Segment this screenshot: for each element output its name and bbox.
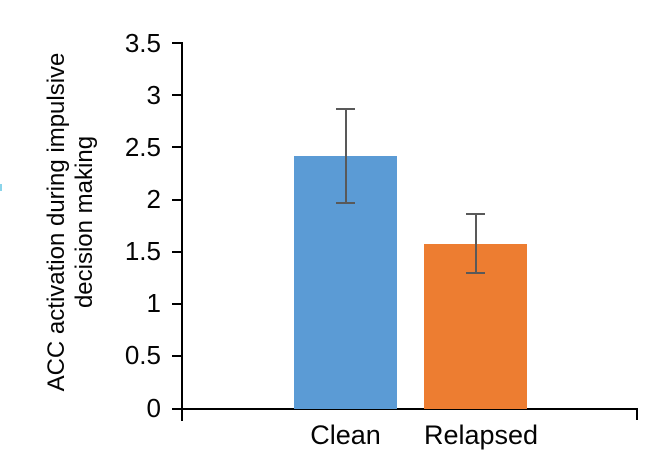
x-category-label-clean: Clean	[310, 420, 381, 450]
error-bar-stem	[344, 108, 347, 204]
x-axis-line	[172, 408, 638, 410]
y-tick-label-2: 2	[146, 184, 161, 214]
error-bar	[336, 108, 355, 204]
y-tick-label-2-5: 2.5	[124, 132, 161, 162]
y-tick-label-3: 3	[146, 80, 161, 110]
y-tick-mark	[172, 42, 182, 44]
y-tick-label-0-5: 0.5	[124, 340, 161, 370]
x-axis-end-tick	[636, 408, 638, 420]
y-tick-mark	[172, 251, 182, 253]
y-tick-mark	[172, 355, 182, 357]
y-tick-mark	[172, 146, 182, 148]
y-tick-label-3-5: 3.5	[124, 28, 161, 58]
y-tick-mark	[172, 303, 182, 305]
y-tick-mark	[172, 94, 182, 96]
error-bar-stem	[474, 213, 477, 274]
y-tick-label-1: 1	[146, 288, 161, 318]
error-bar-cap-bottom	[466, 272, 485, 274]
y-tick-label-1-5: 1.5	[124, 236, 161, 266]
left-edge-artifact	[0, 184, 2, 191]
y-tick-label-0: 0	[146, 393, 161, 423]
y-axis-line	[181, 42, 183, 421]
x-category-label-relapsed: Relapsed	[424, 420, 539, 450]
error-bar-cap-bottom	[336, 202, 355, 204]
y-tick-mark	[172, 199, 182, 201]
error-bar	[466, 213, 485, 274]
